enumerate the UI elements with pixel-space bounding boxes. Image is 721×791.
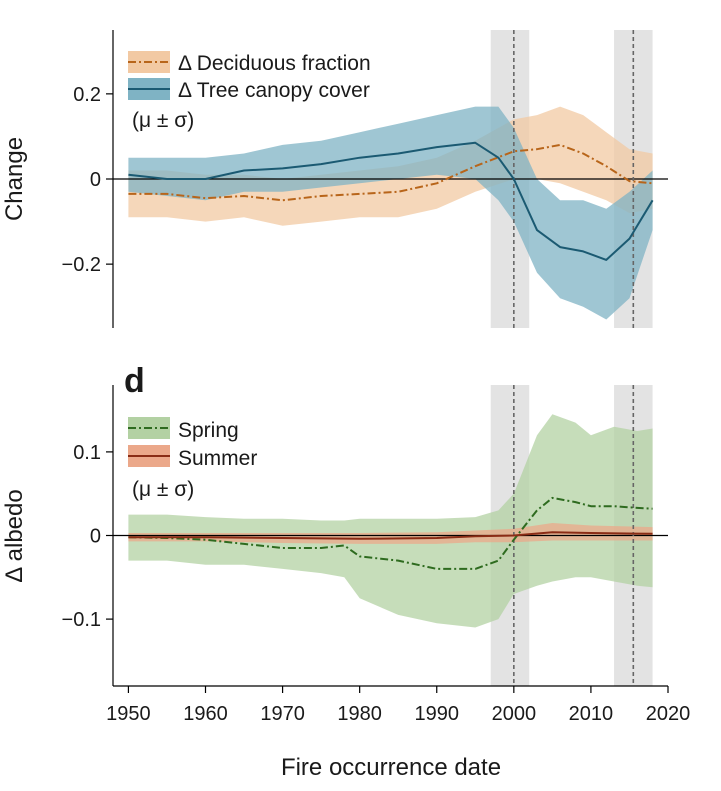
x-axis-label: Fire occurrence date <box>281 754 501 781</box>
y-tick-label: 0.2 <box>73 84 101 106</box>
y-axis-label: Δ albedo <box>1 489 28 582</box>
legend-canopy-label: Δ Tree canopy cover <box>178 79 370 102</box>
x-tick-label: 1990 <box>415 703 460 725</box>
x-tick-label: 2020 <box>646 703 691 725</box>
panel-top-canopy-deciduous: 0.2 0 −0.2 Change Δ Deciduous fraction Δ T… <box>1 30 668 328</box>
legend-summer-label: Summer <box>178 447 257 470</box>
legend-deciduous-label: Δ Deciduous fraction <box>178 52 371 75</box>
x-tick-label: 2010 <box>569 703 614 725</box>
y-tick-label: −0.2 <box>62 254 101 276</box>
panel-d-albedo: 0.1 0 −0.1 1950 1960 1970 1980 1990 2000 2010 202… <box>1 362 690 781</box>
y-tick-label: −0.1 <box>62 609 101 631</box>
y-ticks: 0.2 0 −0.2 <box>62 84 113 276</box>
y-ticks: 0.1 0 −0.1 <box>62 442 113 631</box>
legend-mean-sd-note: (μ ± σ) <box>132 109 194 132</box>
legend: Spring Summer (μ ± σ) <box>128 417 257 501</box>
uncertainty-bands <box>128 107 652 320</box>
y-axis-label: Change <box>1 137 28 221</box>
x-tick-label: 1970 <box>260 703 305 725</box>
x-tick-label: 2000 <box>492 703 537 725</box>
legend-mean-sd-note: (μ ± σ) <box>132 478 194 501</box>
panel-letter: d <box>124 362 145 400</box>
legend: Δ Deciduous fraction Δ Tree canopy cover… <box>128 51 371 132</box>
y-tick-label: 0 <box>90 526 101 548</box>
y-tick-label: 0 <box>90 169 101 191</box>
x-tick-label: 1980 <box>337 703 382 725</box>
x-tick-label: 1960 <box>183 703 228 725</box>
legend-spring-label: Spring <box>178 419 239 442</box>
y-tick-label: 0.1 <box>73 442 101 464</box>
x-ticks: 1950 1960 1970 1980 1990 2000 2010 2020 <box>106 686 690 725</box>
x-tick-label: 1950 <box>106 703 151 725</box>
